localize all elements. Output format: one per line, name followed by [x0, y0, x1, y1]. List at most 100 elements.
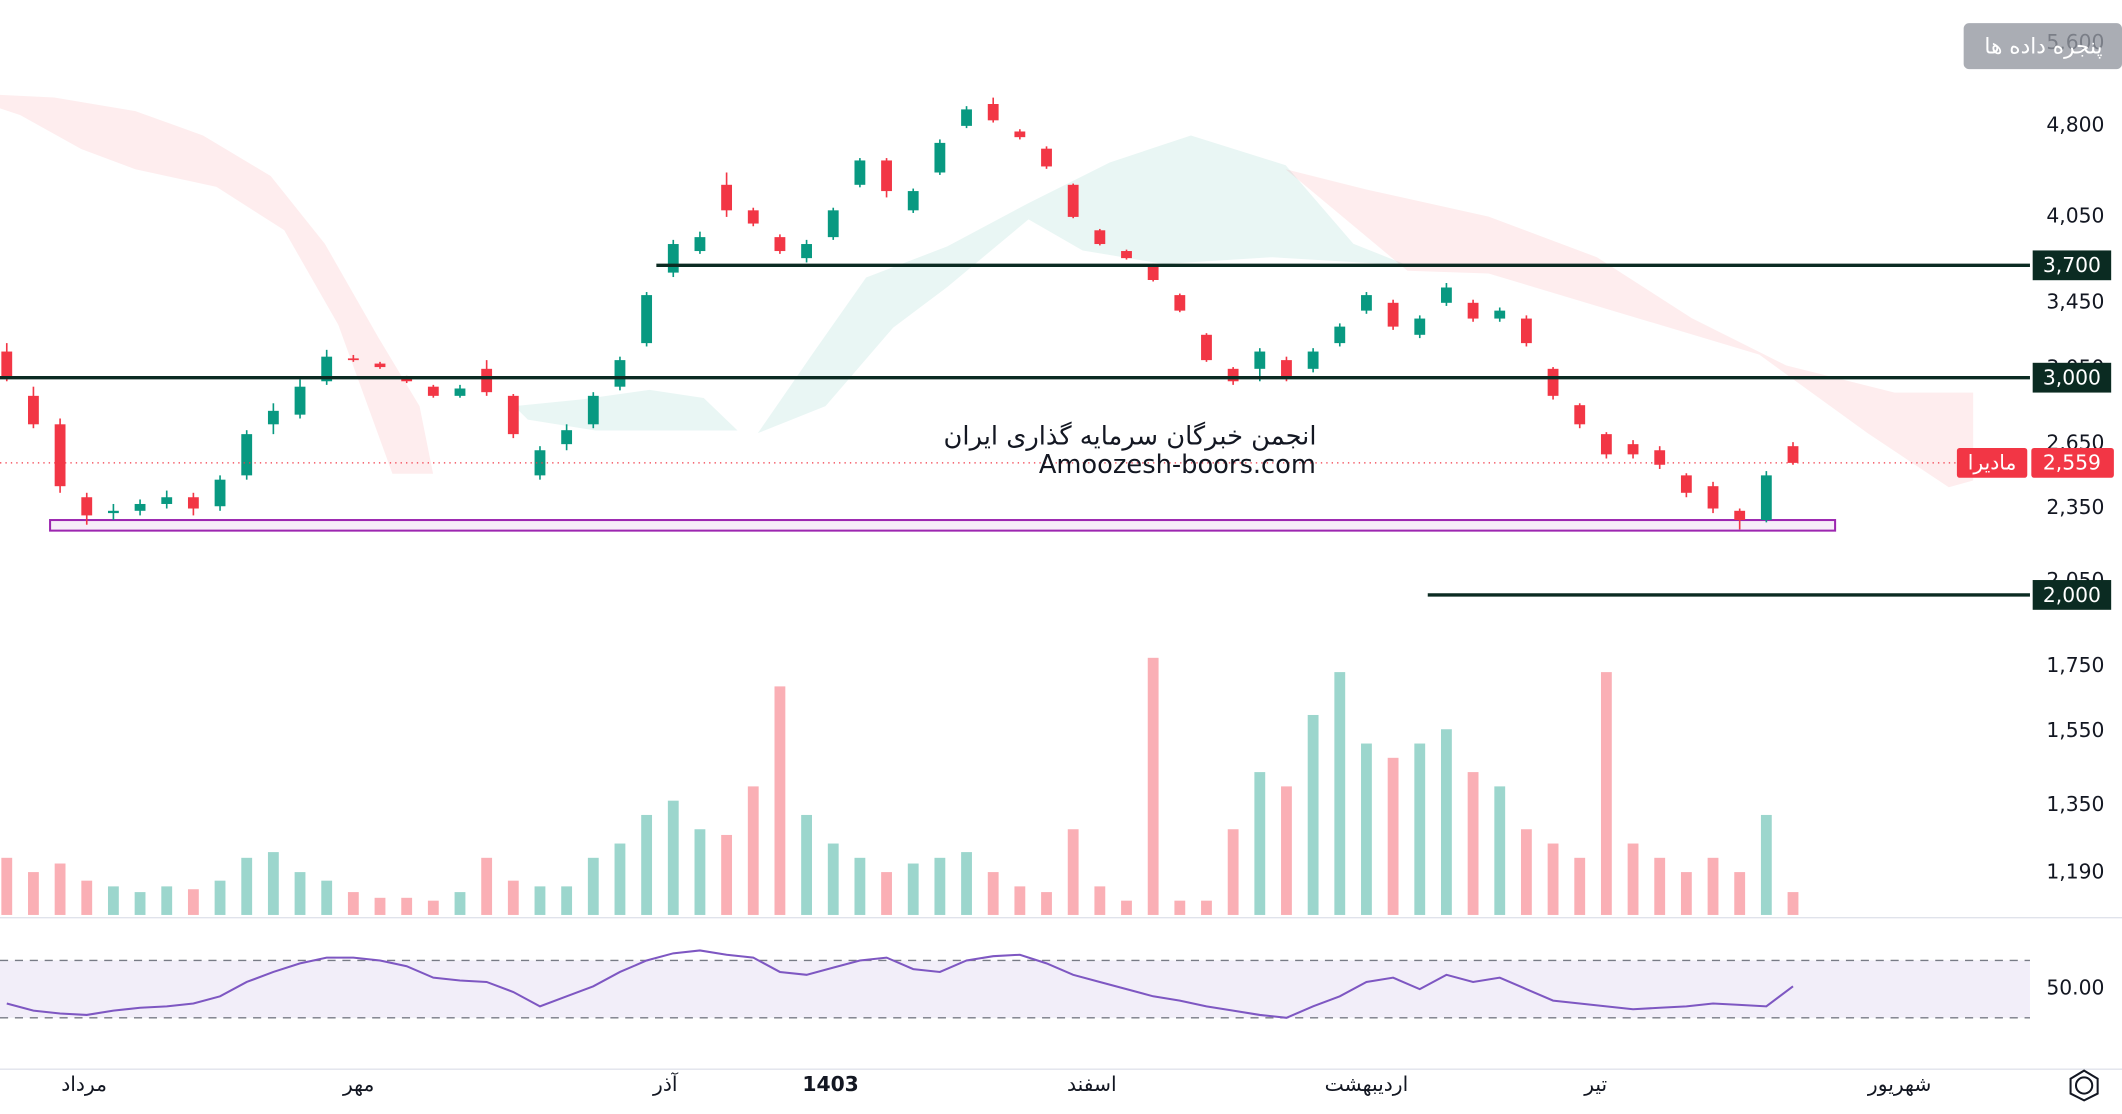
volume-bar: [374, 897, 386, 915]
volume-bar: [481, 857, 493, 915]
volume-bar: [881, 872, 892, 915]
candle-body: [1041, 148, 1052, 167]
level-label-box: [2032, 250, 2112, 281]
candle-body: [454, 388, 466, 396]
candle-body: [801, 244, 812, 259]
volume-bar: [1067, 829, 1079, 915]
cloud-red: [0, 94, 434, 474]
candle-body: [1254, 351, 1266, 369]
volume-bar: [134, 892, 146, 915]
candle-body: [1627, 444, 1639, 455]
candle-body: [1334, 326, 1346, 344]
volume-bar: [1760, 814, 1772, 915]
volume-bar: [694, 829, 706, 915]
settings-icon[interactable]: [2074, 1076, 2094, 1095]
volume-bar: [1041, 892, 1052, 915]
volume-bar: [1574, 857, 1586, 915]
volume-bar: [961, 852, 972, 915]
volume-bar: [1441, 729, 1452, 915]
volume-bar: [54, 863, 66, 915]
volume-bar: [454, 892, 466, 915]
volume-bar: [107, 886, 119, 915]
candle-body: [561, 430, 573, 445]
candle-body: [1121, 251, 1132, 259]
volume-bar: [1654, 857, 1666, 915]
volume-bar: [534, 886, 546, 915]
volume-bar: [507, 880, 519, 915]
candle-body: [1307, 351, 1319, 369]
candle-body: [1014, 131, 1026, 138]
candle-body: [907, 191, 919, 211]
candle-body: [1227, 368, 1239, 382]
candle-body: [854, 160, 866, 185]
candle-body: [1467, 302, 1479, 319]
candle-body: [1174, 295, 1186, 311]
volume-bar: [1627, 843, 1639, 915]
rsi-tick-label: 50.00: [2046, 976, 2104, 1000]
volume-bar: [1174, 900, 1186, 915]
y-tick-label: 1,750: [2046, 653, 2104, 677]
volume-bar: [1094, 886, 1106, 915]
x-tick-label: اسفند: [1067, 1072, 1117, 1096]
x-tick-label: شهریور: [1867, 1072, 1931, 1096]
level-label: 2,000: [2043, 583, 2101, 607]
data-window-button[interactable]: [1963, 23, 2122, 70]
settings-icon[interactable]: [2069, 1069, 2099, 1102]
volume-bar: [641, 814, 653, 915]
volume-bar: [1201, 900, 1212, 915]
candle-body: [1787, 446, 1799, 463]
candle-body: [614, 360, 626, 387]
candle-body: [81, 497, 93, 516]
volume-bar: [161, 886, 173, 915]
volume-bar: [1707, 857, 1719, 915]
volume-bar: [427, 900, 439, 915]
volume-bar: [267, 852, 279, 915]
volume-bar: [1520, 829, 1532, 915]
rsi-band: [0, 960, 2030, 1018]
candle-body: [827, 210, 839, 238]
x-tick-label: اردیبهشت: [1325, 1072, 1409, 1096]
candle-body: [667, 244, 679, 273]
candle-body: [1441, 287, 1452, 303]
volume-bar: [28, 872, 39, 915]
candle-body: [321, 356, 333, 382]
candle-body: [961, 109, 972, 126]
last-price-box: [2031, 447, 2114, 478]
candle-body: [1387, 302, 1399, 327]
y-tick-label: 1,350: [2046, 792, 2104, 816]
candle-body: [1760, 475, 1772, 521]
cloud-red: [1285, 169, 1974, 488]
volume-bar: [1254, 772, 1266, 915]
candle-body: [161, 497, 173, 504]
candle-body: [1707, 486, 1719, 509]
candle-body: [1520, 318, 1532, 344]
settings-icon[interactable]: [2069, 1069, 2099, 1102]
volume-bar: [401, 897, 413, 915]
data-window-button-label[interactable]: پنجره داده ها: [1984, 34, 2102, 59]
candle-body: [481, 368, 493, 393]
volume-bar: [1307, 714, 1319, 915]
candle-body: [587, 395, 599, 425]
candle-body: [1414, 318, 1426, 335]
volume-bar: [1, 857, 13, 915]
candle-body: [1361, 295, 1372, 311]
volume-bar: [827, 843, 839, 915]
volume-bar: [1014, 886, 1026, 915]
volume-bar: [801, 814, 812, 915]
candle-body: [214, 479, 226, 507]
volume-bar: [81, 880, 93, 915]
candle-body: [28, 395, 39, 425]
level-label: 3,700: [2043, 253, 2101, 277]
volume-bar: [1121, 900, 1132, 915]
last-price-name: ماديرا: [1968, 451, 2017, 475]
candle-body: [987, 104, 999, 121]
candle-body: [747, 210, 759, 224]
candle-body: [1734, 510, 1746, 521]
candle-body: [241, 434, 253, 476]
candle-body: [107, 510, 119, 514]
volume-bar: [1414, 743, 1426, 915]
rsi-line: [6, 949, 1794, 1019]
plot: 5,6004,8004,0503,4503,0502,6502,3502,050…: [0, 30, 2114, 1096]
